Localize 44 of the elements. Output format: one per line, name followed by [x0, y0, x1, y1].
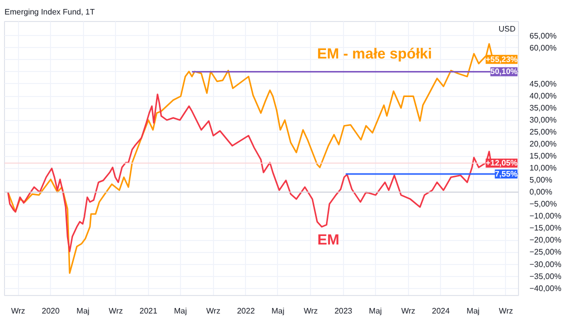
x-tick-label: Wrz [304, 306, 318, 316]
x-tick-label: Maj [271, 306, 285, 316]
x-tick-label: Wrz [401, 306, 416, 316]
x-tick-label: 2020 [42, 306, 60, 316]
y-axis-title: USD [498, 24, 516, 34]
y-tick-label: 15,00% [530, 152, 557, 161]
x-tick-label: Wrz [498, 306, 513, 316]
y-tick-label: −40,00% [530, 284, 562, 293]
y-tick-label: −20,00% [530, 236, 562, 245]
x-tick-label: Maj [76, 306, 90, 316]
y-tick-label: 60,00% [530, 43, 557, 52]
x-tick-label: Wrz [11, 306, 26, 316]
x-tick-label: Maj [368, 306, 382, 316]
x-tick-label: Wrz [108, 306, 123, 316]
x-tick-label: Maj [174, 306, 188, 316]
y-tick-label: 35,00% [530, 104, 557, 113]
y-tick-label: −5,00% [530, 200, 557, 209]
x-tick-label: 2024 [432, 306, 450, 316]
y-tick-label: 5,00% [530, 176, 552, 185]
annotation: +55,23% [486, 54, 518, 64]
x-tick-label: 2022 [236, 306, 256, 316]
x-tick-label: 2021 [140, 306, 158, 316]
y-tick-label: 20,00% [530, 140, 557, 149]
annotation: +12,05% [486, 158, 518, 168]
y-tick-label: 0,00% [530, 188, 552, 197]
x-tick-label: 2023 [334, 306, 353, 316]
y-tick-label: 40,00% [530, 92, 557, 101]
annotation: 50,10% [490, 67, 518, 76]
y-tick-label: 25,00% [530, 128, 557, 137]
annotation: 7,55% [494, 170, 518, 179]
y-tick-label: −25,00% [530, 248, 562, 257]
y-tick-label: −15,00% [530, 224, 562, 233]
y-tick-label: −10,00% [530, 212, 562, 221]
chart-title: Emerging Index Fund, 1T [4, 8, 95, 16]
annotation: EM - małe spółki [317, 46, 432, 62]
y-tick-label: 10,00% [530, 164, 557, 173]
y-tick-label: 45,00% [530, 79, 557, 88]
y-tick-label: −35,00% [530, 272, 562, 281]
y-tick-label: 30,00% [530, 116, 557, 125]
x-tick-label: Wrz [206, 306, 220, 316]
annotation: EM [317, 232, 340, 249]
y-tick-label: −30,00% [530, 260, 562, 269]
x-tick-label: Maj [466, 306, 480, 316]
y-tick-label: 65,00% [530, 31, 557, 40]
